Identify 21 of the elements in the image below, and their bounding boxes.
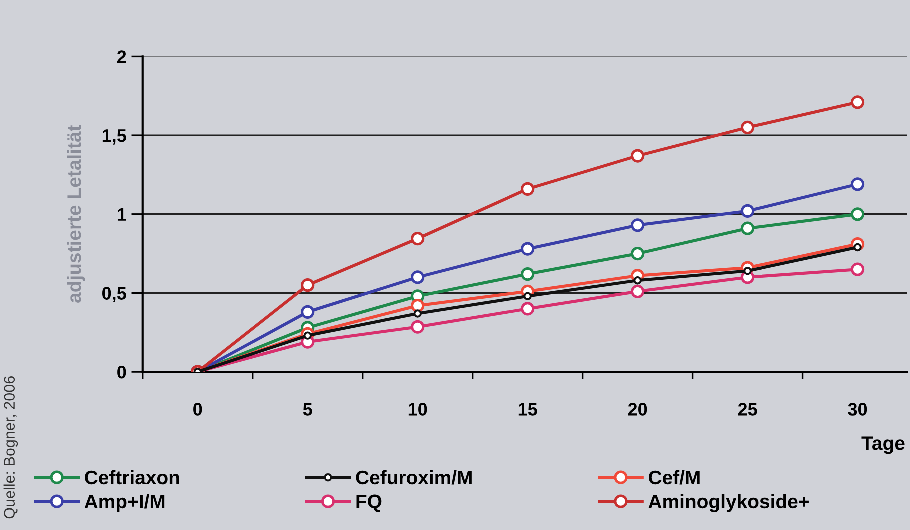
legend-label: Ceftriaxon [85, 470, 180, 485]
x-tick-label: 10 [408, 403, 428, 416]
legend-label: Cef/M [649, 470, 700, 485]
x-tick-label: 0 [194, 403, 202, 416]
x-tick-label: 15 [518, 403, 538, 416]
x-axis-title: Tage [862, 436, 905, 454]
x-tick-label: 20 [628, 403, 648, 416]
legend-label: Amp+I/M [84, 494, 165, 512]
x-tick-label: 25 [738, 403, 758, 416]
y-tick-label: 0,5 [102, 287, 126, 303]
y-tick-label: 2 [117, 50, 126, 64]
source-note: Quelle: Bogner, 2006 [4, 376, 18, 519]
legend-label: Cefuroxim/M [356, 470, 472, 485]
legend-label: Aminoglykoside+ [648, 494, 809, 512]
y-tick-label: 0 [118, 366, 126, 379]
y-axis-title: adjustierte Letalität [67, 125, 86, 303]
y-tick-label: 1 [118, 208, 126, 221]
x-tick-label: 30 [848, 403, 868, 416]
x-tick-label: 5 [303, 403, 312, 416]
legend-label: FQ [356, 494, 382, 512]
y-tick-label: 1,5 [102, 130, 126, 145]
